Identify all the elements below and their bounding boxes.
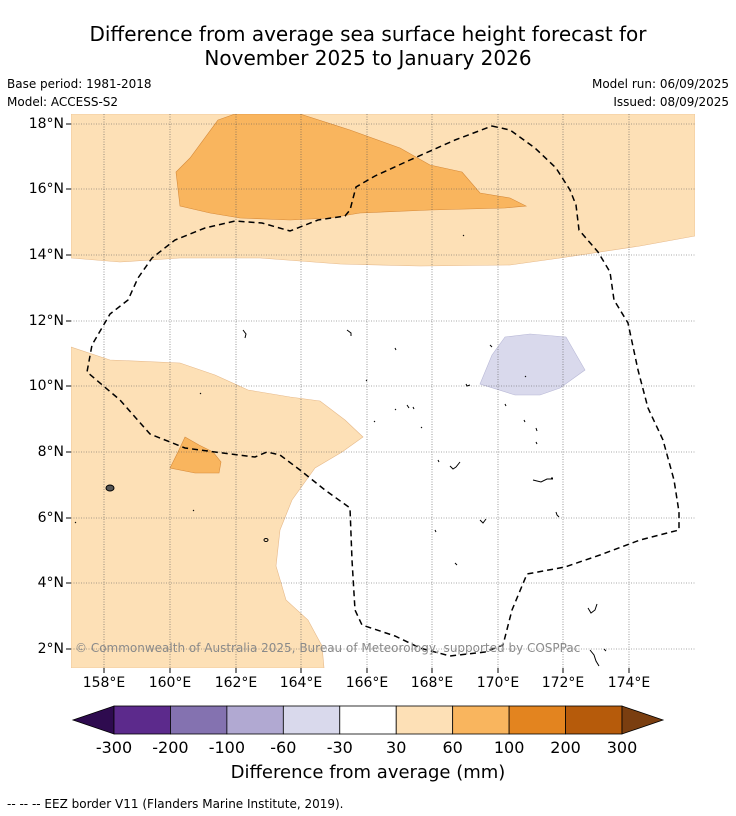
eez-legend-note: -- -- -- EEZ border V11 (Flanders Marine… bbox=[7, 797, 344, 811]
colorbar-segment bbox=[452, 705, 510, 735]
colorbar-tick-label: -200 bbox=[152, 738, 189, 757]
model-run-date: Model run: 06/09/2025 bbox=[591, 77, 729, 91]
map-area bbox=[71, 114, 695, 668]
lat-label-6n: 6°N bbox=[37, 510, 64, 526]
lon-label-164e: 164°E bbox=[279, 675, 323, 691]
lat-label-10n: 10°N bbox=[28, 378, 64, 394]
lat-label-4n: 4°N bbox=[37, 575, 64, 591]
colorbar-segment bbox=[339, 705, 397, 735]
lon-label-172e: 172°E bbox=[541, 675, 585, 691]
title-line-1: Difference from average sea surface heig… bbox=[89, 22, 647, 46]
map-gridlines bbox=[71, 114, 695, 668]
anomaly-region-30-60-west bbox=[71, 346, 364, 668]
colorbar-tick-label: -100 bbox=[208, 738, 246, 757]
colorbar-segment bbox=[113, 705, 171, 735]
colorbar-tick-label: -60 bbox=[270, 738, 297, 757]
lon-label-174e: 174°E bbox=[607, 675, 651, 691]
colorbar-segment bbox=[282, 705, 341, 735]
lat-label-14n: 14°N bbox=[28, 247, 64, 263]
lon-label-166e: 166°E bbox=[345, 675, 389, 691]
lon-label-162e: 162°E bbox=[214, 675, 258, 691]
lat-label-8n: 8°N bbox=[37, 444, 64, 460]
colorbar-label: Difference from average (mm) bbox=[230, 762, 506, 783]
colorbar-segment bbox=[226, 705, 284, 735]
copyright-notice: © Commonwealth of Australia 2025, Bureau… bbox=[75, 641, 581, 655]
colorbar-tick-label: -30 bbox=[326, 738, 353, 757]
eez-border bbox=[86, 125, 680, 657]
colorbar-segment bbox=[170, 705, 228, 735]
colorbar-tick-label: 60 bbox=[442, 738, 463, 757]
chart-title: Difference from average sea surface heig… bbox=[0, 22, 736, 70]
colorbar-tick-label: 200 bbox=[550, 738, 581, 757]
islands bbox=[74, 234, 607, 667]
lat-label-2n: 2°N bbox=[37, 641, 64, 657]
colorbar bbox=[71, 705, 665, 735]
lon-label-170e: 170°E bbox=[476, 675, 520, 691]
colorbar-segment bbox=[395, 705, 454, 735]
colorbar-segment bbox=[565, 705, 623, 735]
lon-label-168e: 168°E bbox=[410, 675, 454, 691]
colorbar-tick-label: 100 bbox=[493, 738, 525, 757]
meta-left: Base period: 1981-2018 Model: ACCESS-S2 bbox=[7, 75, 152, 111]
colorbar-extend-min bbox=[71, 705, 115, 735]
anomaly-region-60-100-west bbox=[169, 436, 222, 474]
colorbar-tick-label: -300 bbox=[95, 738, 133, 757]
anomaly-region-60-100-north bbox=[175, 114, 528, 221]
lat-label-12n: 12°N bbox=[28, 313, 64, 329]
anomaly-region-minus30-minus60 bbox=[479, 333, 586, 396]
lat-label-16n: 16°N bbox=[28, 181, 64, 197]
title-line-2: November 2025 to January 2026 bbox=[204, 46, 532, 70]
colorbar-segment bbox=[508, 705, 566, 735]
colorbar-tick-label: 300 bbox=[606, 738, 638, 757]
lon-label-160e: 160°E bbox=[148, 675, 192, 691]
colorbar-extend-max bbox=[621, 705, 665, 735]
meta-right: Model run: 06/09/2025 Issued: 08/09/2025 bbox=[592, 75, 729, 111]
lat-label-18n: 18°N bbox=[28, 116, 64, 132]
colorbar-tick-label: 30 bbox=[386, 738, 407, 757]
lon-label-158e: 158°E bbox=[82, 675, 126, 691]
model-name: Model: ACCESS-S2 bbox=[7, 95, 119, 109]
base-period: Base period: 1981-2018 bbox=[7, 77, 152, 91]
axis-ticks bbox=[66, 123, 630, 673]
issued-date: Issued: 08/09/2025 bbox=[613, 95, 729, 109]
